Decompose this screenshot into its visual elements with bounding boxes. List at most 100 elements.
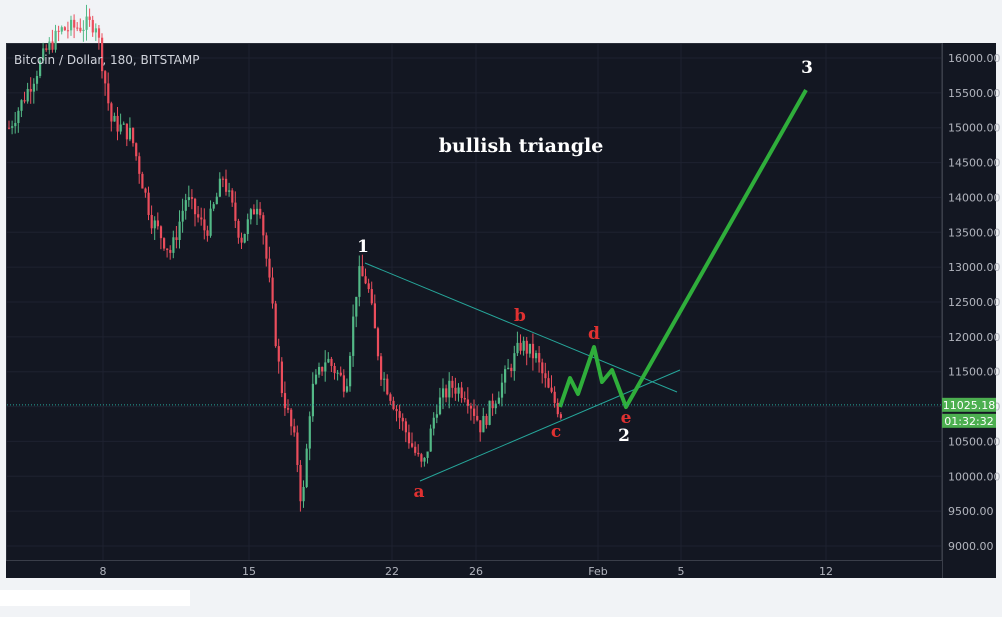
- candle-body: [107, 83, 110, 104]
- candle-body: [445, 388, 448, 398]
- candle-body: [104, 71, 107, 84]
- candle-body: [60, 27, 63, 32]
- candle-body: [116, 115, 119, 132]
- candle-body: [159, 226, 163, 239]
- candle-body: [451, 380, 454, 388]
- chart-area[interactable]: [6, 43, 942, 578]
- candle-body: [66, 30, 70, 32]
- candle-body: [8, 127, 11, 129]
- candle-body: [82, 29, 85, 32]
- candle-body: [293, 426, 296, 433]
- candle-body: [194, 198, 197, 215]
- candle-body: [287, 408, 290, 410]
- candle-body: [94, 28, 97, 33]
- candle-body: [460, 387, 463, 398]
- candle-body: [438, 397, 442, 415]
- candle-body: [181, 210, 184, 222]
- candle-body: [314, 374, 318, 384]
- time-tick-label: 12: [819, 565, 833, 578]
- candle-body: [544, 373, 547, 379]
- candle-body: [349, 355, 352, 387]
- candle-body: [380, 356, 383, 380]
- candle-body: [500, 382, 504, 398]
- price-axis[interactable]: [942, 43, 996, 578]
- wave-label: e: [621, 408, 632, 428]
- candle-body: [23, 100, 26, 102]
- candle-body: [423, 457, 426, 462]
- candle-body: [407, 432, 411, 444]
- candle-body: [138, 156, 141, 174]
- candle-body: [547, 378, 550, 388]
- candle-body: [259, 208, 262, 216]
- candle-body: [277, 346, 280, 362]
- time-tick-label: 8: [100, 565, 107, 578]
- candle-body: [556, 402, 559, 415]
- candle-body: [324, 362, 327, 372]
- candle-body: [345, 386, 349, 392]
- last-price-label: 11025.18: [943, 399, 996, 412]
- time-tick-label: Feb: [588, 565, 607, 578]
- candle-body: [507, 367, 510, 370]
- time-tick-label: 22: [385, 565, 399, 578]
- candle-body: [274, 303, 277, 347]
- candle-body: [290, 409, 293, 427]
- candle-body: [358, 266, 361, 297]
- candle-body: [231, 190, 234, 203]
- candle-body: [128, 127, 132, 140]
- candle-body: [97, 28, 101, 38]
- countdown-label: 01:32:32: [944, 415, 993, 428]
- price-tick-label: 15000.00: [948, 122, 1001, 135]
- price-tick-label: 12500.00: [948, 296, 1001, 309]
- candle-body: [302, 486, 305, 502]
- candle-body: [417, 452, 420, 455]
- candle-body: [538, 353, 541, 363]
- candle-body: [333, 365, 336, 374]
- candle-body: [535, 353, 538, 359]
- candle-body: [153, 220, 156, 229]
- upper-trendline: [364, 262, 678, 393]
- candle-body: [485, 415, 488, 425]
- candle-body: [318, 366, 321, 375]
- candle-body: [32, 83, 35, 92]
- candle-body: [190, 197, 194, 199]
- candle-body: [404, 421, 407, 433]
- candle-body: [305, 448, 308, 487]
- candle-body: [389, 394, 392, 401]
- candle-body: [280, 361, 283, 394]
- candle-body: [42, 48, 45, 61]
- candle-body: [206, 230, 209, 236]
- candle-body: [184, 200, 187, 211]
- candle-body: [311, 383, 314, 417]
- candle-body: [550, 387, 553, 392]
- time-axis[interactable]: [6, 560, 942, 578]
- price-tick-label: 12000.00: [948, 331, 1001, 344]
- candle-body: [20, 100, 23, 111]
- candle-body: [426, 451, 429, 458]
- candle-body: [26, 88, 29, 102]
- candle-body: [352, 316, 355, 356]
- candle-body: [370, 289, 373, 304]
- candle-body: [463, 397, 466, 400]
- candle-body: [321, 366, 324, 372]
- candle-body: [525, 340, 528, 354]
- candle-body: [63, 27, 66, 31]
- candle-body: [156, 220, 159, 227]
- price-tick-label: 10500.00: [948, 435, 1001, 448]
- candle-body: [482, 415, 485, 433]
- candle-body: [240, 237, 243, 243]
- wave-label: 1: [357, 237, 369, 257]
- candle-body: [11, 126, 14, 128]
- candle-body: [473, 408, 476, 416]
- candle-body: [283, 393, 287, 409]
- candle-body: [48, 41, 51, 50]
- candle-body: [215, 196, 218, 205]
- candle-body: [513, 353, 516, 372]
- candle-body: [256, 208, 259, 215]
- candle-body: [51, 41, 54, 50]
- candle-body: [479, 420, 482, 433]
- candle-body: [262, 215, 265, 236]
- candle-body: [29, 88, 32, 92]
- candle-body: [531, 343, 535, 359]
- price-tick-label: 16000.00: [948, 52, 1001, 65]
